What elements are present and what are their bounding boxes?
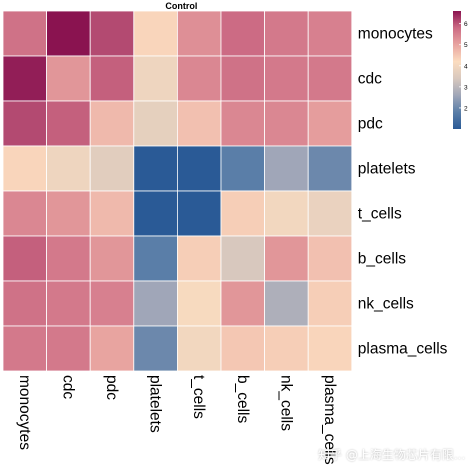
heatmap-cell-nk_cells-b_cells <box>220 280 265 327</box>
row-label-nk_cells: nk_cells <box>358 296 414 313</box>
heatmap-cell-platelets-b_cells <box>220 145 265 192</box>
heatmap-cell-t_cells-cdc <box>46 190 91 237</box>
heatmap-cell-t_cells-plasma_cells <box>307 190 353 237</box>
heatmap-cell-t_cells-pdc <box>89 190 135 237</box>
heatmap-cell-b_cells-monocytes <box>2 235 47 282</box>
heatmap-cell-pdc-t_cells <box>176 100 222 147</box>
heatmap-cell-cdc-cdc <box>46 55 91 102</box>
col-label-plasma_cells: plasma_cells <box>321 375 338 465</box>
heatmap-cell-cdc-plasma_cells <box>307 55 353 102</box>
heatmap-cell-nk_cells-cdc <box>46 280 91 327</box>
heatmap-cell-plasma_cells-monocytes <box>2 325 47 372</box>
heatmap-cell-platelets-plasma_cells <box>307 145 353 192</box>
heatmap-cell-b_cells-plasma_cells <box>307 235 353 282</box>
heatmap-cell-platelets-pdc <box>89 145 135 192</box>
heatmap-cell-pdc-b_cells <box>220 100 265 147</box>
row-label-plasma_cells: plasma_cells <box>358 341 448 358</box>
heatmap-cell-monocytes-pdc <box>89 10 135 57</box>
heatmap-cell-pdc-platelets <box>133 100 178 147</box>
heatmap-cell-b_cells-t_cells <box>176 235 222 282</box>
heatmap-cell-monocytes-cdc <box>46 10 91 57</box>
row-label-cdc: cdc <box>358 71 382 88</box>
heatmap-cell-t_cells-nk_cells <box>264 190 309 237</box>
heatmap-cell-platelets-monocytes <box>2 145 47 192</box>
heatmap-cell-cdc-nk_cells <box>264 55 309 102</box>
heatmap-cell-t_cells-t_cells <box>176 190 222 237</box>
heatmap-cell-cdc-platelets <box>133 55 178 102</box>
heatmap-cell-plasma_cells-plasma_cells <box>307 325 353 372</box>
legend-tick-label-4: 4 <box>464 63 468 70</box>
legend-tick-label-2: 2 <box>464 105 468 112</box>
heatmap-cell-plasma_cells-cdc <box>46 325 91 372</box>
legend-tick-label-3: 3 <box>464 84 468 91</box>
col-label-cdc: cdc <box>59 375 76 399</box>
heatmap-cell-pdc-cdc <box>46 100 91 147</box>
heatmap-cell-t_cells-platelets <box>133 190 178 237</box>
heatmap-cell-nk_cells-nk_cells <box>264 280 309 327</box>
heatmap-cell-cdc-monocytes <box>2 55 47 102</box>
chart-title: Control <box>165 1 197 11</box>
heatmap-cell-b_cells-nk_cells <box>264 235 309 282</box>
heatmap-cell-nk_cells-monocytes <box>2 280 47 327</box>
row-label-pdc: pdc <box>358 116 383 133</box>
heatmap-cell-monocytes-b_cells <box>220 10 265 57</box>
heatmap-cell-pdc-nk_cells <box>264 100 309 147</box>
heatmap-cell-pdc-plasma_cells <box>307 100 353 147</box>
row-label-platelets: platelets <box>358 161 416 178</box>
heatmap-cell-b_cells-b_cells <box>220 235 265 282</box>
col-label-t_cells: t_cells <box>190 375 207 419</box>
heatmap-cell-plasma_cells-nk_cells <box>264 325 309 372</box>
heatmap-cell-t_cells-monocytes <box>2 190 47 237</box>
legend-tick-label-5: 5 <box>464 42 468 49</box>
heatmap-cell-nk_cells-t_cells <box>176 280 222 327</box>
heatmap-cell-platelets-cdc <box>46 145 91 192</box>
row-label-t_cells: t_cells <box>358 206 402 223</box>
heatmap-cell-b_cells-cdc <box>46 235 91 282</box>
heatmap-cell-monocytes-platelets <box>133 10 178 57</box>
heatmap-cell-plasma_cells-pdc <box>89 325 135 372</box>
col-label-pdc: pdc <box>103 375 120 400</box>
heatmap-cell-nk_cells-platelets <box>133 280 178 327</box>
heatmap-cell-b_cells-platelets <box>133 235 178 282</box>
heatmap-cell-platelets-t_cells <box>176 145 222 192</box>
row-label-b_cells: b_cells <box>358 251 406 268</box>
heatmap-cell-monocytes-t_cells <box>176 10 222 57</box>
heatmap-cell-cdc-b_cells <box>220 55 265 102</box>
heatmap-cell-plasma_cells-platelets <box>133 325 178 372</box>
col-label-monocytes: monocytes <box>16 375 33 450</box>
heatmap-cell-platelets-platelets <box>133 145 178 192</box>
heatmap-cell-monocytes-monocytes <box>2 10 47 57</box>
heatmap-cell-monocytes-plasma_cells <box>307 10 353 57</box>
heatmap-cell-plasma_cells-t_cells <box>176 325 222 372</box>
watermark-text: 知乎 @上海生物芯片有限... <box>318 448 466 462</box>
heatmap-cell-pdc-monocytes <box>2 100 47 147</box>
heatmap-cell-plasma_cells-b_cells <box>220 325 265 372</box>
heatmap-cell-nk_cells-pdc <box>89 280 135 327</box>
heatmap-cell-b_cells-pdc <box>89 235 135 282</box>
color-legend-bar <box>453 11 461 129</box>
row-label-monocytes: monocytes <box>358 26 433 43</box>
heatmap-cell-platelets-nk_cells <box>264 145 309 192</box>
heatmap-cell-pdc-pdc <box>89 100 135 147</box>
heatmap-cell-monocytes-nk_cells <box>264 10 309 57</box>
heatmap-cell-cdc-t_cells <box>176 55 222 102</box>
legend-tick-label-6: 6 <box>464 21 468 28</box>
col-label-platelets: platelets <box>147 375 164 433</box>
heatmap-cell-cdc-pdc <box>89 55 135 102</box>
heatmap-cell-t_cells-b_cells <box>220 190 265 237</box>
col-label-b_cells: b_cells <box>234 375 251 423</box>
heatmap-cell-nk_cells-plasma_cells <box>307 280 353 327</box>
col-label-nk_cells: nk_cells <box>277 375 294 431</box>
